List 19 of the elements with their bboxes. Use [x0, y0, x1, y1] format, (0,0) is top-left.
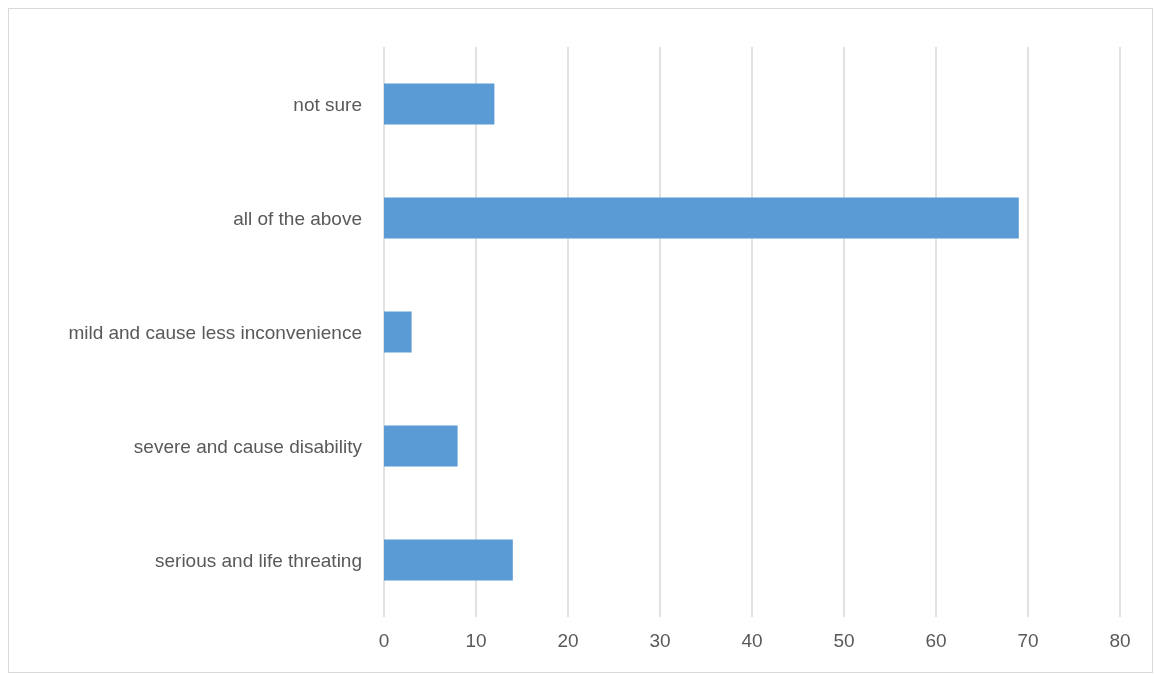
y-tick-label: not sure	[293, 93, 362, 115]
x-tick-label: 10	[465, 630, 487, 651]
bar	[384, 539, 513, 581]
x-tick-label: 80	[1109, 630, 1131, 651]
x-tick-label: 30	[649, 630, 671, 651]
bar	[384, 197, 1019, 239]
y-tick-label: mild and cause less inconvenience	[68, 321, 362, 343]
x-tick-label: 0	[378, 630, 390, 651]
x-tick-label: 20	[557, 630, 579, 651]
y-tick-label: all of the above	[233, 207, 362, 229]
y-tick-label: severe and cause disability	[133, 435, 363, 457]
bar	[384, 83, 495, 125]
x-tick-label: 40	[741, 630, 763, 651]
bar	[384, 311, 412, 353]
x-tick-label: 50	[833, 630, 855, 651]
x-tick-label: 60	[925, 630, 947, 651]
bar	[384, 425, 458, 467]
x-tick-label: 70	[1017, 630, 1039, 651]
y-tick-label: serious and life threating	[154, 549, 362, 571]
